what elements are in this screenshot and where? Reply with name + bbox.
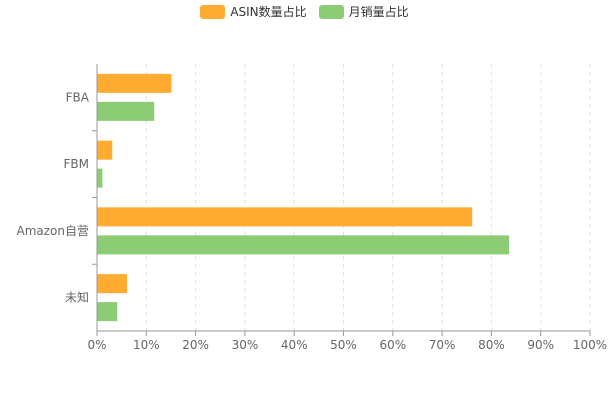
bar-asin (97, 140, 113, 160)
y-tick-label: 未知 (65, 291, 89, 305)
legend-item-sales[interactable]: 月销量占比 (318, 3, 409, 20)
x-tick-label: 70% (429, 338, 456, 352)
bar-sales (97, 101, 155, 121)
x-tick-label: 90% (527, 338, 554, 352)
x-tick-label: 40% (281, 338, 308, 352)
bar-asin (97, 207, 473, 227)
legend: ASIN数量占比 月销量占比 (0, 3, 609, 20)
legend-swatch-asin (200, 4, 226, 19)
bar-sales (97, 168, 103, 188)
x-tick-label: 60% (379, 338, 406, 352)
x-tick-label: 0% (87, 338, 106, 352)
x-tick-label: 10% (133, 338, 160, 352)
legend-label-asin: ASIN数量占比 (230, 5, 307, 19)
bar-asin (97, 274, 128, 294)
legend-label-sales: 月销量占比 (348, 5, 409, 19)
legend-swatch-sales (318, 4, 344, 19)
y-tick-label: Amazon自营 (17, 224, 90, 238)
legend-item-asin[interactable]: ASIN数量占比 (200, 3, 307, 20)
bar-sales (97, 235, 510, 255)
bar-asin (97, 73, 172, 93)
x-tick-label: 50% (330, 338, 357, 352)
x-tick-label: 20% (182, 338, 209, 352)
bar-sales (97, 302, 118, 322)
y-tick-label: FBM (64, 157, 90, 171)
x-tick-label: 100% (573, 338, 607, 352)
y-tick-label: FBA (66, 90, 90, 104)
x-tick-label: 80% (478, 338, 505, 352)
x-tick-label: 30% (232, 338, 259, 352)
